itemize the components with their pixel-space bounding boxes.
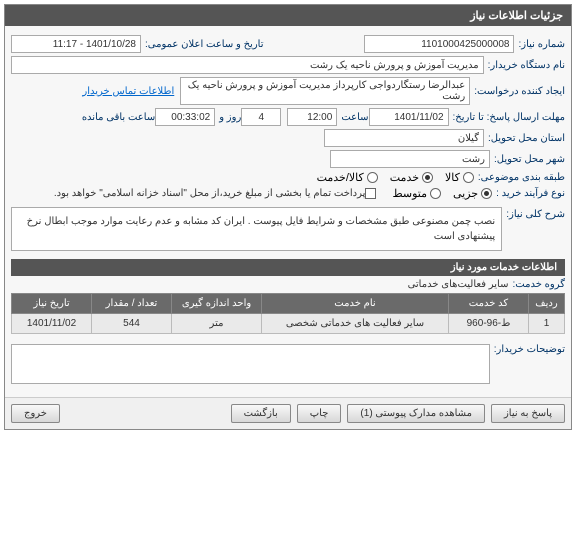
buyer-org-label: نام دستگاه خریدار: [484,60,565,71]
creator-value: عبدالرضا رستگاردواجی کارپرداز مدیریت آمو… [180,77,470,105]
back-button[interactable]: بازگشت [231,404,291,423]
remaining-time: 00:33:02 [155,108,215,126]
table-header-row: ردیف کد خدمت نام خدمت واحد اندازه گیری ت… [12,294,565,314]
announce-value: 1401/10/28 - 11:17 [11,35,141,53]
contact-link[interactable]: اطلاعات تماس خریدار [82,86,174,97]
radio-goods[interactable]: کالا [445,171,474,184]
radio-medium-label: متوسط [392,187,427,200]
cell-code: ط-96-960 [449,314,529,334]
time-label-1: ساعت [337,112,368,123]
print-button[interactable]: چاپ [297,404,342,423]
city-label: شهر محل تحویل: [490,154,565,165]
service-group-value: سایر فعالیت‌های خدماتی [404,279,509,290]
desc-label: شرح کلی نیاز: [502,203,565,220]
description-box: نصب چمن مصنوعی طبق مشخصات و شرایط فایل پ… [11,207,502,251]
buyer-notes-label: توضیحات خریدار: [490,340,565,355]
deadline-date: 1401/11/02 [369,108,449,126]
th-index: ردیف [529,294,565,314]
radio-service[interactable]: خدمت [390,171,433,184]
province-label: استان محل تحویل: [484,133,565,144]
category-label: طبقه بندی موضوعی: [474,172,565,183]
cell-date: 1401/11/02 [12,314,92,334]
radio-goods-label: کالا [445,171,460,184]
announce-label: تاریخ و ساعت اعلان عمومی: [141,39,264,50]
radio-icon [463,172,474,183]
services-header: اطلاعات خدمات مورد نیاز [11,259,565,276]
radio-medium[interactable]: متوسط [392,187,441,200]
footer-buttons: پاسخ به نیاز مشاهده مدارک پیوستی (1) چاپ… [5,397,571,429]
radio-icon-checked [422,172,433,183]
service-group-label: گروه خدمت: [508,279,565,290]
purchase-type-label: نوع فرآیند خرید : [492,188,565,199]
attachments-button[interactable]: مشاهده مدارک پیوستی (1) [347,404,485,423]
radio-service-label: خدمت [390,171,419,184]
buyer-org-value: مدیریت آموزش و پرورش ناحیه یک رشت [11,56,484,74]
th-unit: واحد اندازه گیری [172,294,262,314]
deadline-time: 12:00 [287,108,337,126]
radio-icon-checked [481,188,492,199]
days-and-label: روز و [215,112,241,123]
purchase-type-group: جزیی متوسط [392,187,492,200]
remaining-label: ساعت باقی مانده [78,112,155,123]
radio-goods-service[interactable]: کالا/خدمت [317,171,378,184]
radio-goods-service-label: کالا/خدمت [317,171,364,184]
city-value: رشت [330,150,490,168]
category-radio-group: کالا خدمت کالا/خدمت [317,171,474,184]
cell-unit: متر [172,314,262,334]
radio-partial-label: جزیی [453,187,478,200]
table-row: 1 ط-96-960 سایر فعالیت های خدماتی شخصی م… [12,314,565,334]
panel-title: جزئیات اطلاعات نیاز [5,5,571,26]
radio-partial[interactable]: جزیی [453,187,492,200]
cell-name: سایر فعالیت های خدماتی شخصی [262,314,449,334]
need-number-label: شماره نیاز: [514,39,565,50]
th-code: کد خدمت [449,294,529,314]
th-name: نام خدمت [262,294,449,314]
cell-qty: 544 [92,314,172,334]
cell-index: 1 [529,314,565,334]
need-number-value: 1101000425000008 [364,35,514,53]
panel-body: شماره نیاز: 1101000425000008 تاریخ و ساع… [5,26,571,397]
treasury-checkbox[interactable] [365,188,376,199]
th-date: تاریخ نیاز [12,294,92,314]
services-table: ردیف کد خدمت نام خدمت واحد اندازه گیری ت… [11,293,565,334]
radio-icon [367,172,378,183]
buyer-notes-box [11,344,490,384]
main-panel: جزئیات اطلاعات نیاز شماره نیاز: 11010004… [4,4,572,430]
pay-note: پرداخت تمام یا بخشی از مبلغ خرید،از محل … [50,188,366,199]
province-value: گیلان [324,129,484,147]
creator-label: ایجاد کننده درخواست: [470,86,565,97]
th-qty: تعداد / مقدار [92,294,172,314]
exit-button[interactable]: خروج [11,404,60,423]
deadline-label: مهلت ارسال پاسخ: تا تاریخ: [449,112,565,123]
reply-button[interactable]: پاسخ به نیاز [491,404,565,423]
radio-icon [430,188,441,199]
days-left: 4 [241,108,281,126]
